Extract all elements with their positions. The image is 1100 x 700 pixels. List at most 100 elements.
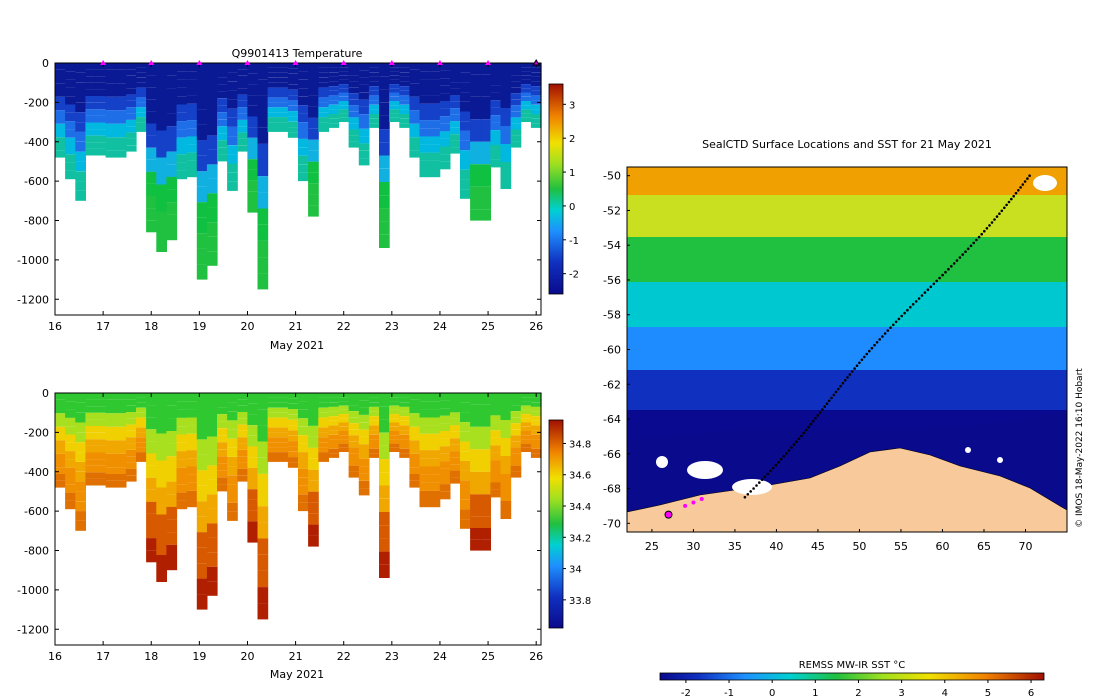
- profile-cell: [510, 93, 522, 100]
- profile-cell: [510, 429, 522, 436]
- profile-cell: [257, 273, 269, 290]
- profile-cell: [277, 77, 289, 83]
- profile-cell: [449, 108, 461, 115]
- profile-cell: [439, 146, 451, 155]
- profile-cell: [237, 145, 248, 152]
- profile-cell: [105, 413, 117, 421]
- profile-cell: [429, 95, 441, 104]
- profile-cell: [500, 117, 512, 126]
- profile-cell: [429, 393, 441, 402]
- y-tick-label: 0: [42, 57, 49, 70]
- track-point: [800, 434, 803, 438]
- profile-cell: [125, 462, 137, 469]
- sst-colorbar-tick-label: 5: [985, 688, 991, 699]
- profile-cell: [237, 132, 248, 139]
- profile-cell: [399, 434, 410, 440]
- profile-cell: [85, 452, 97, 460]
- profile-cell: [419, 169, 431, 178]
- profile-cell: [55, 150, 66, 158]
- profile-cell: [439, 154, 451, 162]
- profile-cell: [318, 82, 329, 88]
- profile-cell: [115, 76, 127, 84]
- profile-cell: [520, 409, 532, 415]
- track-point: [1023, 180, 1027, 183]
- y-tick-label: -200: [24, 426, 49, 439]
- profile-cell: [429, 87, 441, 96]
- profile-cell: [65, 459, 76, 468]
- profile-cell: [449, 477, 461, 484]
- profile-cell: [267, 82, 279, 88]
- track-point: [858, 361, 861, 365]
- track-point: [955, 259, 959, 262]
- track-point: [906, 308, 909, 312]
- colorbar-tick-label: 34.2: [569, 533, 591, 544]
- profile-cell: [115, 460, 127, 468]
- profile-cell: [389, 92, 400, 97]
- profile-cell: [460, 402, 471, 413]
- profile-cell: [95, 406, 107, 413]
- profile-cell: [136, 127, 147, 132]
- profile-cell: [399, 109, 410, 114]
- profile-cell: [277, 67, 289, 73]
- profile-cell: [318, 397, 329, 403]
- profile-cell: [308, 502, 319, 514]
- profile-cell: [196, 248, 208, 265]
- track-point: [870, 346, 874, 350]
- profile-cell: [136, 412, 147, 418]
- profile-cell: [75, 432, 86, 443]
- profile-cell: [530, 425, 542, 431]
- track-point: [950, 265, 953, 268]
- profile-cell: [368, 439, 380, 444]
- profile-cell: [186, 144, 198, 153]
- profile-cell: [146, 63, 157, 76]
- profile-cell: [237, 101, 248, 108]
- profile-cell: [136, 457, 147, 462]
- profile-cell: [308, 194, 319, 206]
- profile-cell: [166, 456, 178, 469]
- x-tick-label: 25: [481, 320, 495, 333]
- profile-cell: [75, 112, 86, 122]
- profile-cell: [55, 474, 66, 481]
- profile-cell: [166, 481, 178, 495]
- profile-cell: [136, 407, 147, 413]
- profile-cell: [348, 429, 360, 436]
- profile-cell: [439, 393, 451, 401]
- profile-cell: [308, 524, 319, 536]
- x-tick-label: 21: [289, 320, 303, 333]
- profile-cell: [176, 409, 188, 418]
- profile-cell: [95, 399, 107, 407]
- profile-cell: [277, 112, 289, 118]
- profile-cell: [358, 136, 370, 144]
- profile-cell: [399, 90, 410, 96]
- x-tick-label: 17: [96, 650, 110, 663]
- profile-cell: [328, 402, 340, 407]
- profile-cell: [105, 103, 117, 111]
- profile-cell: [429, 144, 441, 153]
- profile-cell: [470, 209, 481, 221]
- profile-cell: [227, 457, 238, 467]
- profile-cell: [115, 399, 127, 407]
- profile-cell: [136, 447, 147, 452]
- profile-cell: [439, 408, 451, 416]
- profile-cell: [95, 142, 107, 149]
- profile-cell: [115, 420, 127, 427]
- profile-cell: [115, 117, 127, 124]
- profile-cell: [379, 512, 390, 526]
- profile-cell: [298, 443, 309, 452]
- profile-cell: [227, 81, 238, 91]
- profile-cell: [227, 172, 238, 182]
- profile-cell: [480, 426, 491, 439]
- x-tick-label: 24: [433, 320, 447, 333]
- sst-colorbar-tick-label: 1: [812, 688, 818, 699]
- profile-cell: [186, 79, 198, 88]
- profile-cell: [75, 122, 86, 132]
- profile-cell: [85, 115, 97, 123]
- profile-cell: [328, 76, 340, 82]
- profile-cell: [348, 411, 360, 418]
- track-point: [917, 297, 921, 300]
- profile-cell: [328, 406, 340, 412]
- profile-cell: [75, 422, 86, 433]
- track-point: [792, 443, 796, 446]
- profile-cell: [318, 117, 329, 122]
- profile-cell: [257, 473, 269, 491]
